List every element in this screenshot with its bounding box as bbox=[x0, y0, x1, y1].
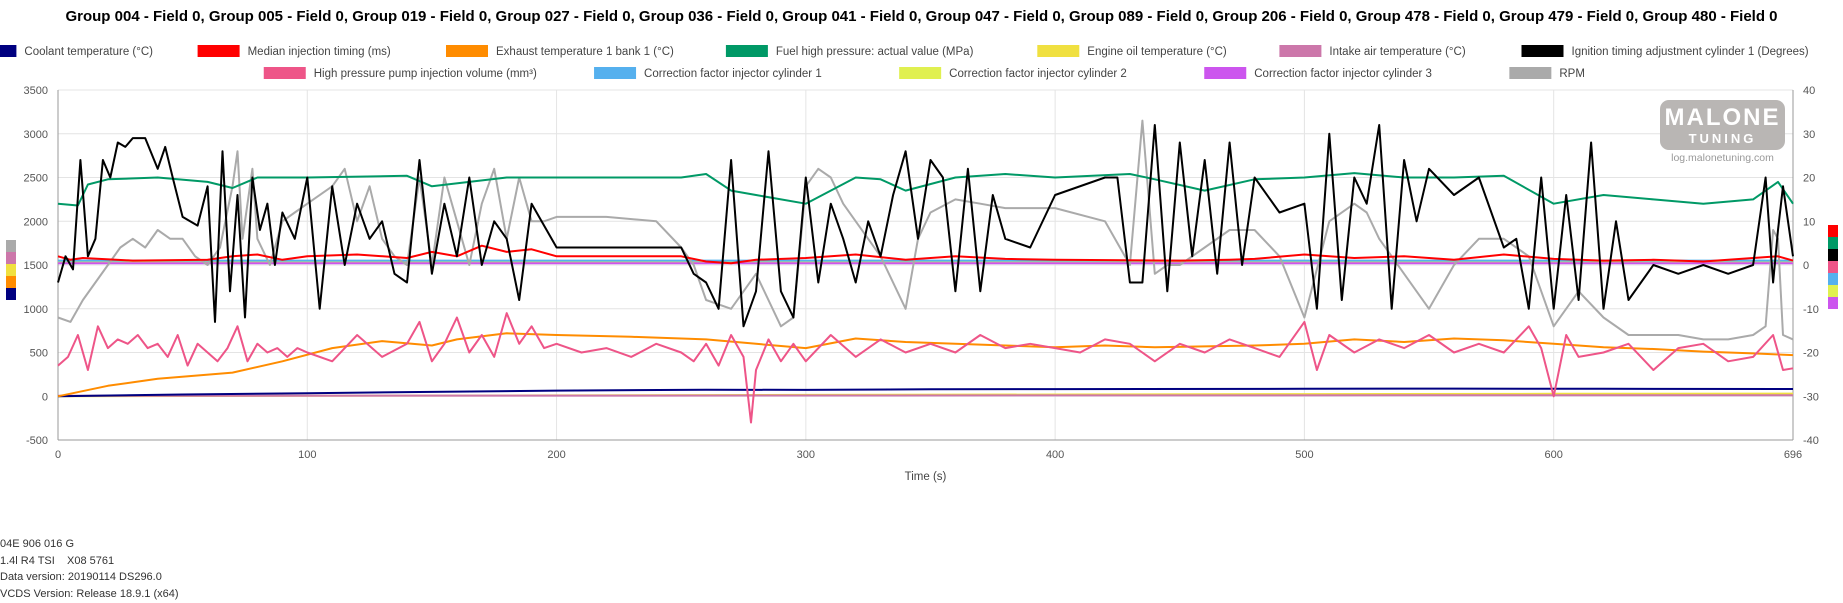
series-layer bbox=[57, 119, 1794, 424]
y-tick-label-left: -500 bbox=[26, 435, 48, 447]
y-tick-label-left: 0 bbox=[42, 391, 48, 403]
side-mark-right bbox=[1828, 285, 1838, 297]
legend-swatch bbox=[1204, 67, 1247, 79]
legend-label: Exhaust temperature 1 bank 1 (°C) bbox=[496, 46, 674, 58]
legend-swatch bbox=[1509, 67, 1552, 79]
y-tick-label-left: 1000 bbox=[24, 304, 48, 316]
y-tick-label-left: 500 bbox=[30, 348, 48, 360]
info-line-vcds-version: VCDS Version: Release 18.9.1 (x64) bbox=[0, 588, 179, 601]
logo-url: log.malonetuning.com bbox=[1671, 152, 1774, 164]
series-line bbox=[57, 394, 1793, 397]
x-tick-label: 696 bbox=[1784, 449, 1802, 461]
series-line bbox=[57, 119, 1794, 341]
legend-swatch bbox=[0, 45, 17, 57]
legend-swatch bbox=[446, 45, 488, 57]
y-tick-label-right: -20 bbox=[1803, 348, 1819, 360]
side-mark-right bbox=[1828, 297, 1838, 309]
y-tick-label-left: 2500 bbox=[24, 173, 48, 185]
side-mark-right bbox=[1828, 225, 1838, 237]
side-mark-left bbox=[6, 264, 16, 276]
info-line-data-version: Data version: 20190114 DS296.0 bbox=[0, 571, 162, 584]
legend-swatch bbox=[725, 45, 768, 57]
y-tick-label-right: -40 bbox=[1803, 435, 1819, 447]
legend-label: High pressure pump injection volume (mm³… bbox=[314, 68, 537, 80]
legend-label: RPM bbox=[1559, 68, 1585, 80]
y-tick-label-right: 0 bbox=[1803, 260, 1809, 272]
side-mark-right bbox=[1828, 249, 1838, 261]
legend-item[interactable]: Fuel high pressure: actual value (MPa) bbox=[725, 45, 974, 58]
legend-label: Correction factor injector cylinder 3 bbox=[1254, 68, 1432, 80]
y-tick-label-right: -10 bbox=[1803, 304, 1819, 316]
legend-swatch bbox=[899, 67, 942, 79]
legend-label: Median injection timing (ms) bbox=[248, 46, 391, 58]
y-tick-label-right: 20 bbox=[1803, 173, 1815, 185]
side-mark-left bbox=[6, 240, 16, 252]
x-tick-label: 400 bbox=[1046, 449, 1064, 461]
legend-label: Correction factor injector cylinder 2 bbox=[949, 68, 1127, 80]
side-mark-left bbox=[6, 288, 16, 300]
legend-item[interactable]: Coolant temperature (°C) bbox=[0, 45, 153, 58]
series-line bbox=[57, 387, 1794, 398]
y-tick-label-right: 40 bbox=[1803, 85, 1815, 97]
x-tick-label: 200 bbox=[547, 449, 565, 461]
y-tick-label-left: 3000 bbox=[24, 129, 48, 141]
side-mark-left bbox=[6, 252, 16, 264]
legend-item[interactable]: Engine oil temperature (°C) bbox=[1037, 45, 1227, 58]
y-tick-label-right: 30 bbox=[1803, 129, 1815, 141]
legend-item[interactable]: Correction factor injector cylinder 3 bbox=[1204, 67, 1432, 80]
series-line bbox=[57, 172, 1794, 207]
x-axis-title: Time (s) bbox=[905, 471, 947, 483]
legend-label: Fuel high pressure: actual value (MPa) bbox=[776, 46, 974, 58]
legend-item[interactable]: Correction factor injector cylinder 1 bbox=[594, 67, 822, 80]
x-tick-label: 0 bbox=[55, 449, 61, 461]
legend: Coolant temperature (°C) Median injection… bbox=[0, 45, 1809, 80]
legend-item[interactable]: Intake air temperature (°C) bbox=[1279, 45, 1466, 58]
x-tick-label: 500 bbox=[1295, 449, 1313, 461]
y-tick-label-left: 3500 bbox=[24, 85, 48, 97]
y-tick-label-left: 2000 bbox=[24, 216, 48, 228]
legend-swatch bbox=[197, 45, 240, 57]
logo-line2: TUNING bbox=[1688, 131, 1757, 146]
legend-item[interactable]: High pressure pump injection volume (mm³… bbox=[263, 67, 537, 80]
x-tick-label: 100 bbox=[298, 449, 316, 461]
chart-title: Group 004 - Field 0, Group 005 - Field 0… bbox=[65, 8, 1778, 25]
legend-item[interactable]: Median injection timing (ms) bbox=[197, 45, 391, 58]
info-line-engine: 1.4l R4 TSI X08 5761 bbox=[0, 554, 115, 567]
legend-swatch bbox=[1279, 45, 1322, 57]
legend-item[interactable]: Correction factor injector cylinder 2 bbox=[899, 67, 1127, 80]
legend-label: Engine oil temperature (°C) bbox=[1087, 46, 1227, 58]
legend-label: Intake air temperature (°C) bbox=[1329, 46, 1465, 58]
legend-swatch bbox=[263, 67, 306, 79]
series-line bbox=[57, 312, 1794, 424]
x-tick-label: 300 bbox=[797, 449, 815, 461]
side-mark-left bbox=[6, 276, 16, 288]
legend-swatch bbox=[1037, 45, 1080, 57]
legend-item[interactable]: Exhaust temperature 1 bank 1 (°C) bbox=[446, 45, 674, 58]
side-mark-right bbox=[1828, 237, 1838, 249]
ecu-info-block: 04E 906 016 G 1.4l R4 TSI X08 5761 Data … bbox=[0, 536, 179, 603]
legend-item[interactable]: Ignition timing adjustment cylinder 1 (D… bbox=[1521, 45, 1809, 58]
legend-swatch bbox=[1521, 45, 1564, 57]
y-tick-label-right: 10 bbox=[1803, 216, 1815, 228]
y-tick-label-right: -30 bbox=[1803, 391, 1819, 403]
side-mark-right bbox=[1828, 273, 1838, 285]
legend-label: Ignition timing adjustment cylinder 1 (D… bbox=[1572, 46, 1809, 58]
legend-item[interactable]: RPM bbox=[1509, 67, 1585, 80]
series-line bbox=[57, 124, 1794, 328]
malone-tuning-logo: MALONE TUNING bbox=[1660, 100, 1785, 150]
legend-label: Correction factor injector cylinder 1 bbox=[644, 68, 822, 80]
legend-label: Coolant temperature (°C) bbox=[24, 46, 153, 58]
series-line bbox=[57, 332, 1794, 398]
logo-line1: MALONE bbox=[1664, 104, 1781, 131]
side-color-marks bbox=[6, 225, 1838, 309]
side-mark-right bbox=[1828, 261, 1838, 273]
axes: -5000500100015002000250030003500-40-30-2… bbox=[24, 85, 1819, 461]
x-tick-label: 600 bbox=[1545, 449, 1563, 461]
series-line bbox=[57, 244, 1794, 265]
info-line-part-number: 04E 906 016 G bbox=[0, 538, 75, 550]
legend-swatch bbox=[594, 67, 637, 79]
y-tick-label-left: 1500 bbox=[24, 260, 48, 272]
